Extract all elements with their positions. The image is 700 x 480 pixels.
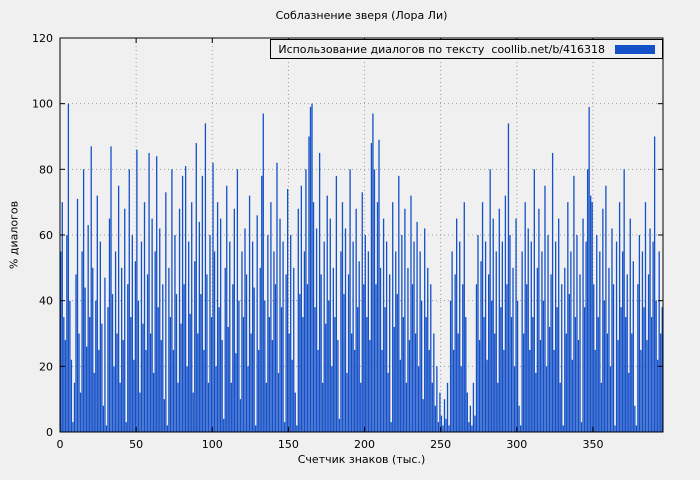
legend-label: Использование диалогов по тексту coollib…	[278, 42, 605, 56]
x-tick-label: 300	[506, 438, 527, 451]
y-tick-label: 80	[39, 163, 53, 176]
y-tick-label: 100	[32, 98, 53, 111]
x-tick-label: 50	[129, 438, 143, 451]
x-tick-label: 200	[354, 438, 375, 451]
legend-swatch	[615, 44, 655, 54]
y-tick-label: 0	[46, 426, 53, 439]
x-tick-label: 350	[582, 438, 603, 451]
y-tick-label: 20	[39, 360, 53, 373]
x-tick-label: 0	[57, 438, 64, 451]
chart-title: Соблазнение зверя (Лора Ли)	[275, 9, 448, 22]
y-tick-label: 60	[39, 229, 53, 242]
y-tick-label: 40	[39, 295, 53, 308]
x-axis-label: Счетчик знаков (тыс.)	[297, 453, 426, 466]
legend-box: Использование диалогов по тексту coollib…	[270, 39, 663, 59]
x-tick-label: 100	[202, 438, 223, 451]
y-tick-label: 120	[32, 32, 53, 45]
x-tick-label: 150	[278, 438, 299, 451]
x-tick-label: 250	[430, 438, 451, 451]
